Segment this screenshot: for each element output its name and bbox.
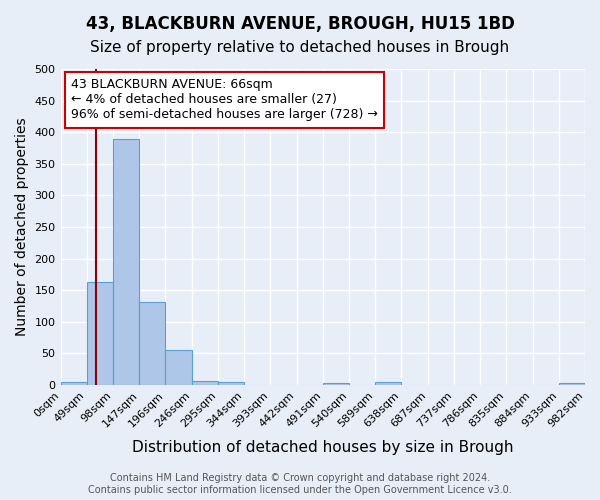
Bar (139, 302, 166, 385)
Text: Contains HM Land Registry data © Crown copyright and database right 2024.
Contai: Contains HM Land Registry data © Crown c… (88, 474, 512, 495)
Text: 43, BLACKBURN AVENUE, BROUGH, HU15 1BD: 43, BLACKBURN AVENUE, BROUGH, HU15 1BD (86, 15, 514, 33)
Bar (559, 383, 585, 385)
Bar (87, 282, 113, 385)
Bar (166, 350, 191, 385)
Text: Size of property relative to detached houses in Brough: Size of property relative to detached ho… (91, 40, 509, 55)
Bar (218, 382, 244, 385)
Bar (113, 138, 139, 385)
Bar (323, 382, 349, 385)
Bar (61, 382, 87, 385)
X-axis label: Distribution of detached houses by size in Brough: Distribution of detached houses by size … (132, 440, 514, 455)
Text: 43 BLACKBURN AVENUE: 66sqm
← 4% of detached houses are smaller (27)
96% of semi-: 43 BLACKBURN AVENUE: 66sqm ← 4% of detac… (71, 78, 378, 122)
Y-axis label: Number of detached properties: Number of detached properties (15, 118, 29, 336)
Bar (191, 380, 218, 385)
Bar (375, 382, 401, 385)
